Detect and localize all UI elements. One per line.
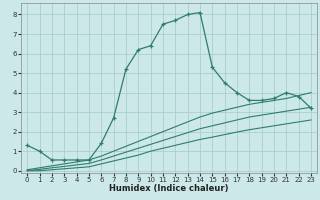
X-axis label: Humidex (Indice chaleur): Humidex (Indice chaleur) — [109, 184, 229, 193]
